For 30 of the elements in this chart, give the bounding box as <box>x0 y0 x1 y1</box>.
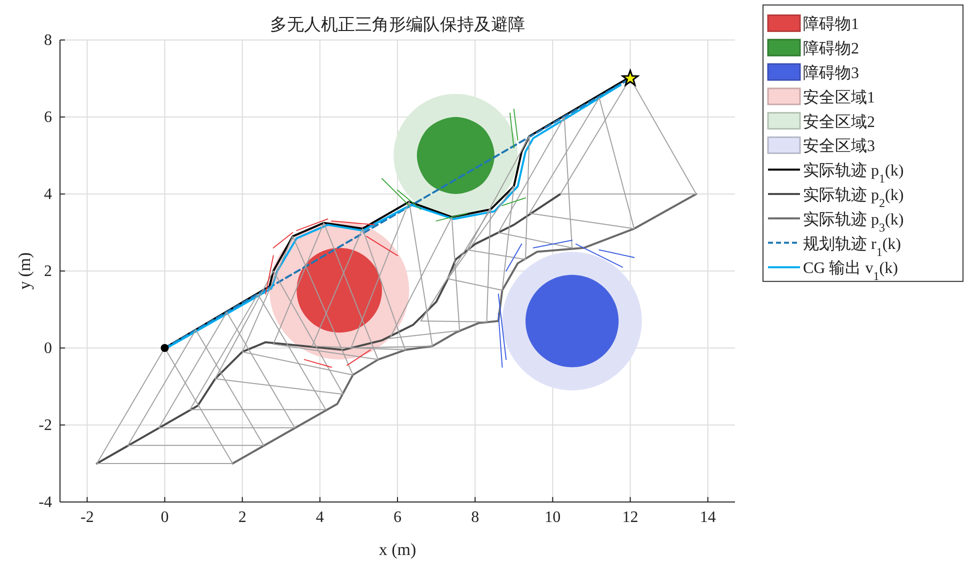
y-tick-label: 8 <box>44 32 52 49</box>
x-tick-label: 2 <box>238 509 246 526</box>
legend-label: 实际轨迹 p$_{3}$(k) <box>803 210 904 234</box>
y-tick-label: 4 <box>44 186 52 203</box>
x-tick-label: 8 <box>471 509 480 526</box>
legend-label: 安全区域3 <box>803 137 875 156</box>
y-tick-label: -2 <box>38 417 52 434</box>
x-tick-label: 6 <box>394 509 402 526</box>
legend-label: 障碍物2 <box>803 40 859 58</box>
y-tick-label: 2 <box>44 263 52 280</box>
legend-label: 实际轨迹 p$_{2}$(k) <box>803 186 904 210</box>
x-tick-label: 10 <box>544 509 561 526</box>
x-tick-label: 0 <box>160 509 169 526</box>
y-tick-label: 0 <box>44 340 52 357</box>
legend-label: 实际轨迹 p$_{1}$(k) <box>803 162 904 186</box>
legend-label: 障碍物3 <box>803 64 859 82</box>
legend-label: 规划轨迹 r$_{1}$(k) <box>803 234 901 259</box>
y-axis-title: y (m) <box>15 252 34 290</box>
y-tick-label: -4 <box>38 494 52 511</box>
legend-label: 障碍物1 <box>803 15 859 34</box>
legend-label: 安全区域1 <box>803 88 875 106</box>
y-tick-label: 6 <box>44 109 52 126</box>
x-tick-label: 14 <box>700 509 716 526</box>
x-tick-label: 12 <box>622 509 638 526</box>
x-axis-title: x (m) <box>378 540 416 559</box>
legend-label: 安全区域2 <box>803 112 875 131</box>
legend-label: CG 输出 v$_{1}$(k) <box>803 259 898 284</box>
x-tick-label: -2 <box>80 509 94 526</box>
chart-title: 多无人机正三角形编队保持及避障 <box>270 15 525 34</box>
x-tick-label: 4 <box>316 509 324 526</box>
